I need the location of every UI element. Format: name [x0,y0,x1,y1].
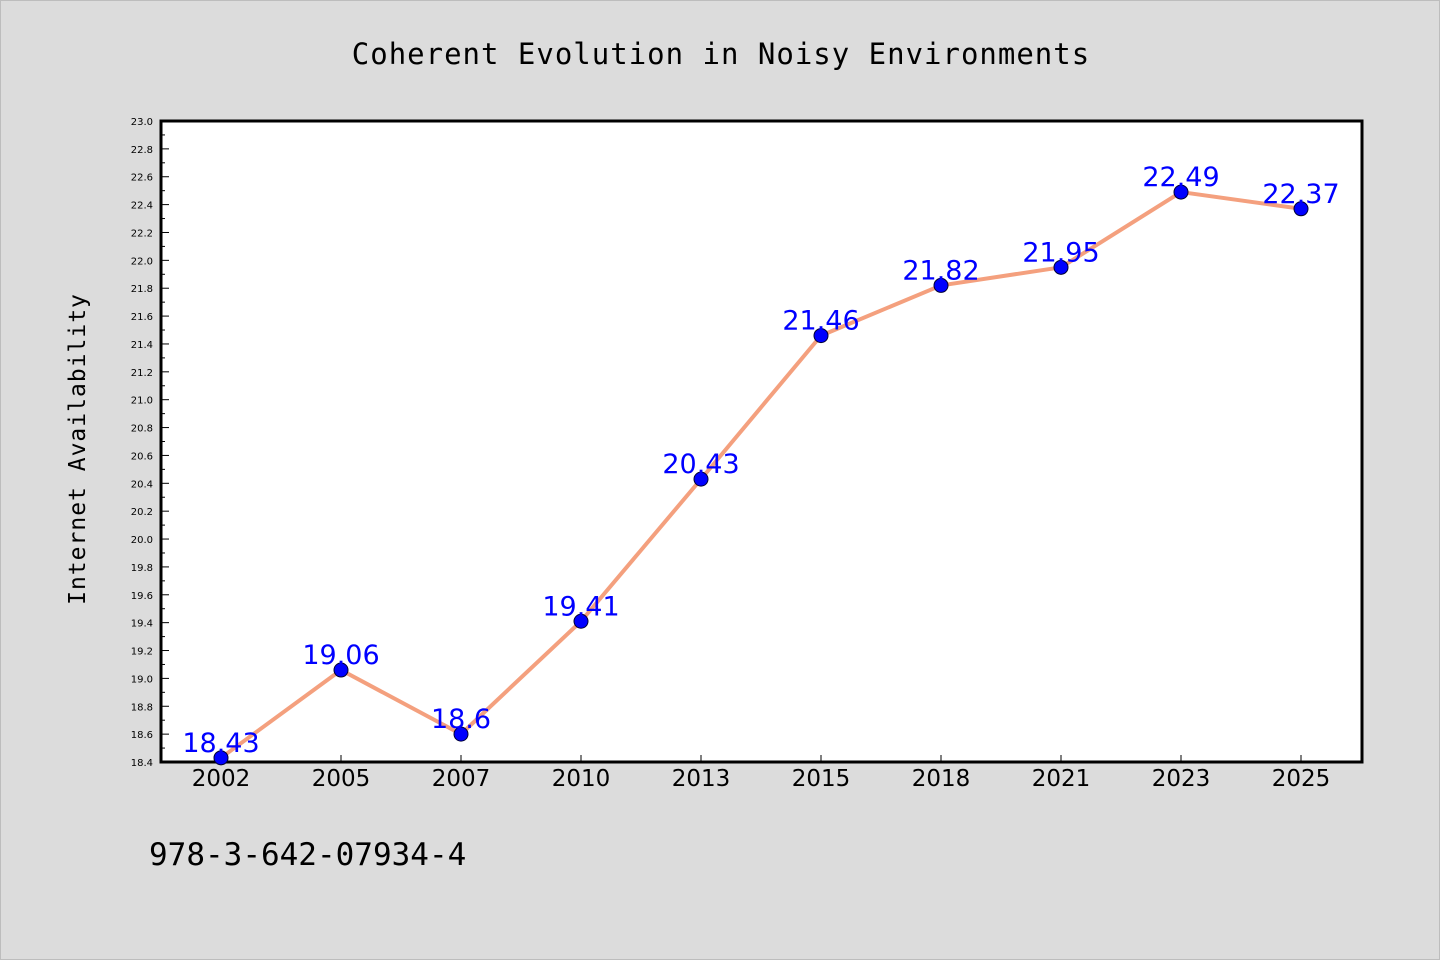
data-point [693,471,709,487]
y-tick-label: 22.4 [131,201,153,212]
x-tick-label: 2015 [792,766,851,792]
data-label: 18.6 [431,704,491,735]
y-tick-label: 20.0 [131,535,153,546]
data-label: 21.46 [782,306,859,337]
y-tick-label: 18.8 [131,702,153,713]
y-tick-label: 19.2 [131,647,153,658]
y-tick-label: 22.2 [131,228,153,239]
data-label: 21.82 [902,255,979,286]
y-tick-label: 20.8 [131,424,153,435]
y-axis: 18.4 18.6 18.8 19.0 19.2 19.4 19.6 19.8 20.0 20.2… [131,117,169,769]
y-tick-label: 23.0 [131,117,153,128]
data-point [213,750,229,766]
y-tick-label: 21.2 [131,368,153,379]
series-layer: 18.43 19.06 18.6 19.41 20.43 21.46 21.82 21.95 2… [182,162,1340,766]
data-point [1053,259,1069,275]
x-tick-label: 2023 [1152,766,1211,792]
x-tick-label: 2002 [192,766,251,792]
y-tick-label: 21.8 [131,284,153,295]
x-tick-label: 2021 [1032,766,1091,792]
series-line [219,190,1303,760]
x-axis: 2002 2005 2007 2010 2013 2015 2018 2021 2023 2025 [192,755,1331,792]
y-tick-label: 19.0 [131,674,153,685]
data-label: 22.49 [1142,162,1219,193]
data-point [933,277,949,293]
chart-title: Coherent Evolution in Noisy Environments [352,37,1090,71]
y-tick-label: 19.6 [131,591,153,602]
data-point [333,662,349,678]
footer-code: 978-3-642-07934-4 [149,837,466,873]
y-axis-label: Internet Availability [65,293,91,605]
data-label: 18.43 [182,728,259,759]
y-tick-label: 20.4 [131,479,153,490]
data-label: 21.95 [1022,237,1099,268]
data-point [1293,201,1309,217]
y-tick-label: 20.6 [131,451,153,462]
plot-area [159,119,1364,764]
x-tick-label: 2025 [1272,766,1331,792]
x-tick-label: 2018 [912,766,971,792]
y-tick-label: 22.8 [131,145,153,156]
data-label: 20.43 [662,449,739,480]
data-point [573,613,589,629]
x-tick-label: 2005 [312,766,371,792]
y-tick-label: 21.6 [131,312,153,323]
y-tick-label: 19.8 [131,563,153,574]
y-tick-label: 20.2 [131,507,153,518]
data-point [453,726,469,742]
y-tick-label: 21.4 [131,340,153,351]
data-point [813,328,829,344]
y-tick-label: 18.4 [131,758,153,769]
x-tick-label: 2007 [432,766,491,792]
y-tick-label: 21.0 [131,396,153,407]
x-tick-label: 2013 [672,766,731,792]
x-tick-label: 2010 [552,766,611,792]
data-label: 19.06 [302,640,379,671]
y-tick-label: 18.6 [131,730,153,741]
data-label: 22.37 [1262,179,1339,210]
y-tick-label: 22.0 [131,256,153,267]
data-label: 19.41 [542,591,619,622]
data-point [1173,184,1189,200]
y-tick-label: 22.6 [131,173,153,184]
y-tick-label: 19.4 [131,619,153,630]
